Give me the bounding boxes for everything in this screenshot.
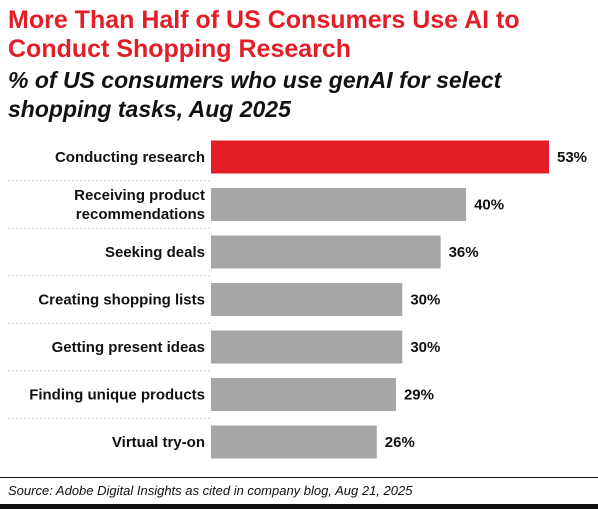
source-note: Source: Adobe Digital Insights as cited … [8, 483, 413, 498]
value-label-3: 30% [410, 292, 440, 309]
category-label-2: Seeking deals [105, 244, 205, 261]
bar-3 [211, 283, 403, 316]
value-label-4: 30% [410, 339, 440, 356]
value-label-1: 40% [474, 197, 504, 214]
bar-1 [211, 188, 467, 221]
bar-6 [211, 425, 377, 459]
category-label-4: Getting present ideas [52, 339, 205, 356]
value-label-2: 36% [449, 244, 479, 261]
value-label-0: 53% [557, 149, 587, 166]
category-label-0: Conducting research [55, 149, 205, 166]
category-label-5: Finding unique products [29, 387, 205, 404]
category-label-1: Receiving product recommendations [74, 187, 205, 223]
bar-0 [211, 140, 549, 174]
bar-2 [211, 235, 441, 269]
chart-subtitle: % of US consumers who use genAI for sele… [8, 67, 502, 122]
chart-title: More Than Half of US Consumers Use AI to… [8, 6, 520, 63]
bar-4 [211, 330, 403, 364]
bar-5 [211, 378, 396, 411]
footer-bar [0, 504, 598, 509]
value-label-6: 26% [385, 434, 415, 451]
bar-chart: 53% Conducting research 40% Receiving produ… [8, 140, 587, 459]
value-label-5: 29% [404, 387, 434, 404]
category-label-6: Virtual try-on [112, 434, 205, 451]
category-label-3: Creating shopping lists [38, 292, 205, 309]
footer-divider [0, 477, 598, 478]
